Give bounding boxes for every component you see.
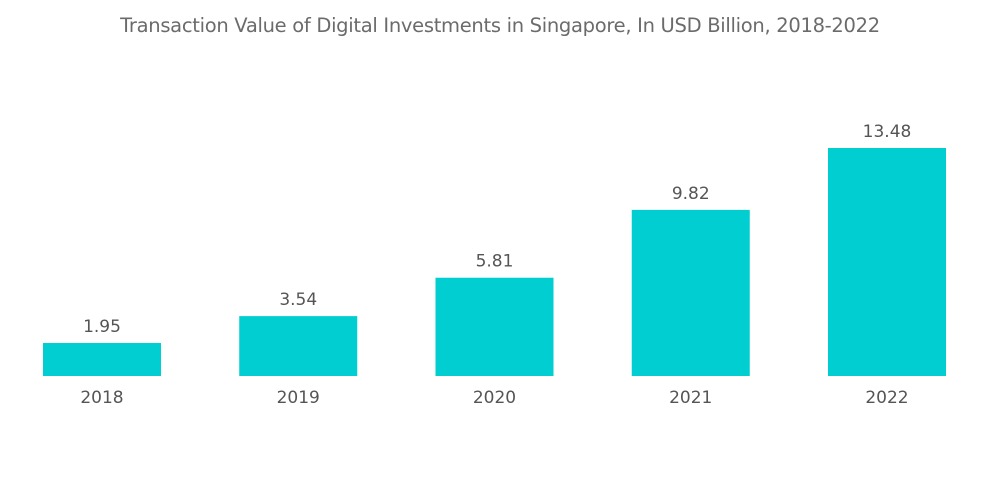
bar-2022 xyxy=(828,148,946,376)
x-tick-label-2020: 2020 xyxy=(473,388,516,408)
bar-2021 xyxy=(631,209,750,376)
bar-2018 xyxy=(43,343,161,376)
x-tick-label-2018: 2018 xyxy=(80,388,123,408)
value-label-2019: 3.54 xyxy=(279,290,317,310)
value-label-2018: 1.95 xyxy=(83,317,121,337)
value-label-2022: 13.48 xyxy=(863,122,912,142)
value-label-2021: 9.82 xyxy=(672,184,710,204)
chart-title: Transaction Value of Digital Investments… xyxy=(120,14,880,37)
x-tick-label-2022: 2022 xyxy=(865,388,908,408)
x-tick-label-2021: 2021 xyxy=(669,388,712,408)
x-tick-label-2019: 2019 xyxy=(277,388,320,408)
bar-2020 xyxy=(435,277,554,376)
bar-2019 xyxy=(239,316,358,376)
value-label-2020: 5.81 xyxy=(476,252,514,272)
